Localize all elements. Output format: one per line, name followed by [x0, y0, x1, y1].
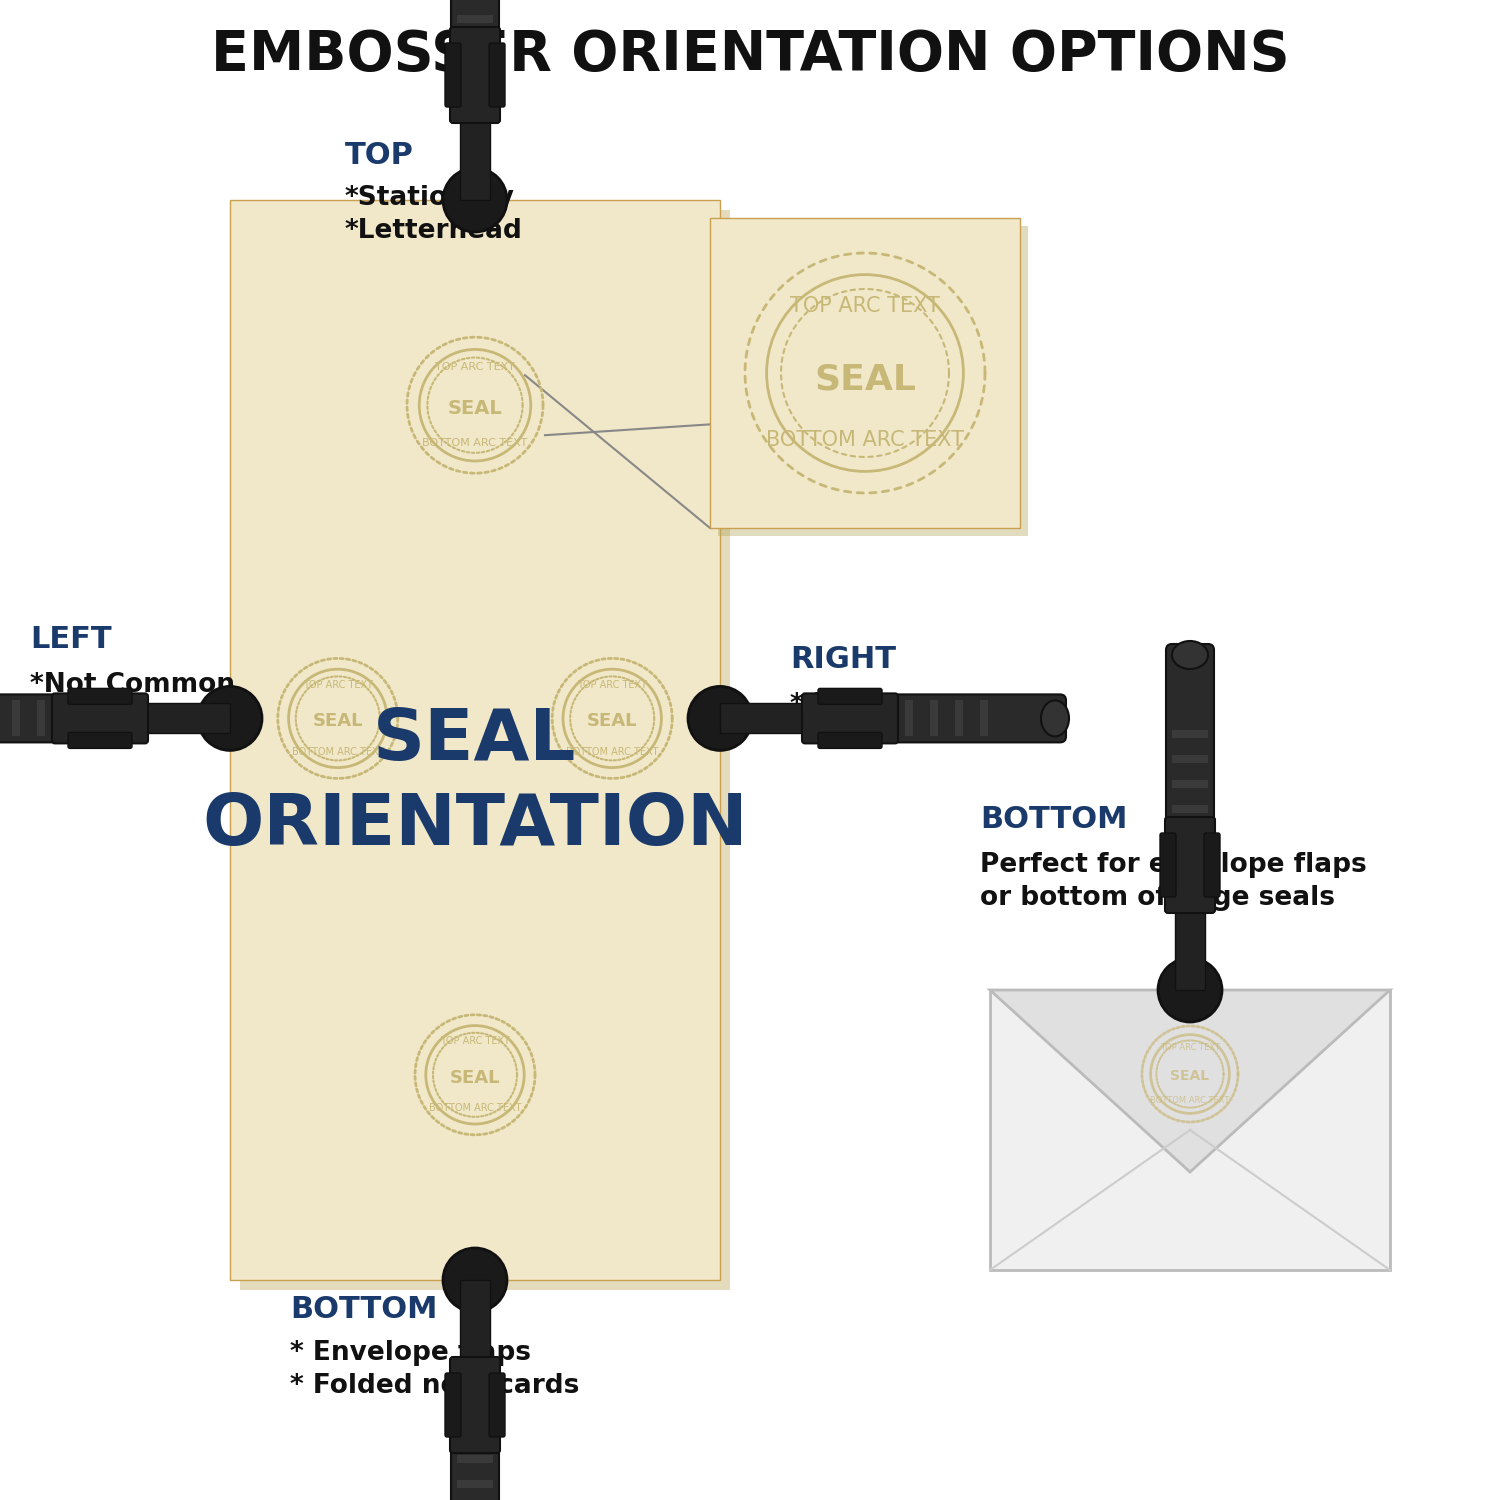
Polygon shape — [990, 990, 1390, 1172]
Text: or bottom of page seals: or bottom of page seals — [980, 885, 1335, 910]
Bar — [1172, 754, 1208, 764]
Text: Perfect for envelope flaps: Perfect for envelope flaps — [980, 852, 1366, 877]
Text: TOP: TOP — [345, 141, 414, 170]
Text: TOP ARC TEXT: TOP ARC TEXT — [435, 362, 514, 372]
Ellipse shape — [1172, 640, 1208, 669]
Bar — [458, 1455, 494, 1462]
Text: TOP ARC TEXT: TOP ARC TEXT — [303, 680, 372, 690]
Bar — [146, 704, 230, 734]
Text: SEAL: SEAL — [1170, 1070, 1209, 1083]
Bar — [956, 700, 963, 736]
Text: TOP ARC TEXT: TOP ARC TEXT — [790, 296, 940, 316]
Bar — [12, 700, 20, 736]
Bar — [458, 1480, 494, 1488]
Text: SEAL: SEAL — [815, 362, 916, 396]
FancyBboxPatch shape — [446, 44, 460, 106]
FancyBboxPatch shape — [68, 732, 132, 748]
Text: BOTTOM: BOTTOM — [980, 806, 1128, 834]
Bar — [240, 210, 730, 1290]
Text: TOP ARC TEXT: TOP ARC TEXT — [440, 1036, 510, 1046]
FancyBboxPatch shape — [1204, 833, 1219, 897]
Ellipse shape — [1041, 700, 1070, 736]
Text: * Envelope flaps: * Envelope flaps — [290, 1340, 531, 1366]
Text: EMBOSSER ORIENTATION OPTIONS: EMBOSSER ORIENTATION OPTIONS — [210, 28, 1290, 82]
Bar — [230, 200, 720, 1280]
Bar — [930, 700, 938, 736]
FancyBboxPatch shape — [802, 693, 898, 744]
Text: BOTTOM: BOTTOM — [290, 1296, 438, 1324]
Bar — [458, 15, 494, 22]
FancyBboxPatch shape — [450, 27, 500, 123]
Circle shape — [442, 168, 507, 232]
Circle shape — [198, 687, 262, 750]
FancyBboxPatch shape — [818, 732, 882, 748]
Bar — [1172, 780, 1208, 788]
FancyBboxPatch shape — [1166, 818, 1215, 914]
Circle shape — [1158, 958, 1222, 1022]
FancyBboxPatch shape — [68, 688, 132, 705]
Text: *Stationery: *Stationery — [345, 184, 514, 211]
Bar — [38, 700, 45, 736]
Text: BOTTOM ARC TEXT: BOTTOM ARC TEXT — [1150, 1096, 1230, 1106]
FancyBboxPatch shape — [53, 693, 148, 744]
Text: SEAL: SEAL — [312, 712, 363, 730]
FancyBboxPatch shape — [450, 1358, 500, 1454]
Text: BOTTOM ARC TEXT: BOTTOM ARC TEXT — [429, 1104, 520, 1113]
Bar — [718, 226, 1028, 536]
Circle shape — [442, 1248, 507, 1312]
Bar — [980, 700, 988, 736]
Bar — [1172, 730, 1208, 738]
Bar — [1172, 806, 1208, 813]
Text: RIGHT: RIGHT — [790, 645, 895, 675]
FancyBboxPatch shape — [1166, 644, 1214, 831]
Bar — [460, 116, 490, 200]
FancyBboxPatch shape — [452, 1438, 500, 1500]
Text: *Letterhead: *Letterhead — [345, 217, 524, 244]
Bar — [1174, 904, 1204, 990]
Text: SEAL
ORIENTATION: SEAL ORIENTATION — [202, 706, 748, 861]
Bar — [990, 990, 1390, 1270]
Text: * Folded note cards: * Folded note cards — [290, 1372, 579, 1400]
Bar — [460, 1280, 490, 1365]
Text: BOTTOM ARC TEXT: BOTTOM ARC TEXT — [423, 438, 528, 448]
Text: SEAL: SEAL — [586, 712, 638, 730]
Bar — [710, 217, 1020, 528]
FancyBboxPatch shape — [489, 44, 506, 106]
FancyBboxPatch shape — [446, 1372, 460, 1437]
Text: LEFT: LEFT — [30, 626, 111, 654]
Text: *Not Common: *Not Common — [30, 672, 236, 698]
Text: TOP ARC TEXT: TOP ARC TEXT — [1160, 1042, 1220, 1052]
Text: BOTTOM ARC TEXT: BOTTOM ARC TEXT — [566, 747, 658, 758]
Text: * Book page: * Book page — [790, 692, 969, 718]
Text: SEAL: SEAL — [450, 1070, 500, 1088]
FancyBboxPatch shape — [0, 694, 70, 742]
FancyBboxPatch shape — [1160, 833, 1176, 897]
Text: SEAL: SEAL — [447, 399, 503, 418]
FancyBboxPatch shape — [452, 0, 500, 40]
Text: BOTTOM ARC TEXT: BOTTOM ARC TEXT — [291, 747, 384, 758]
Circle shape — [688, 687, 752, 750]
Text: TOP ARC TEXT: TOP ARC TEXT — [578, 680, 646, 690]
Bar — [720, 704, 806, 734]
FancyBboxPatch shape — [818, 688, 882, 705]
FancyBboxPatch shape — [489, 1372, 506, 1437]
Bar — [904, 700, 914, 736]
FancyBboxPatch shape — [879, 694, 1066, 742]
Text: BOTTOM ARC TEXT: BOTTOM ARC TEXT — [766, 430, 964, 450]
